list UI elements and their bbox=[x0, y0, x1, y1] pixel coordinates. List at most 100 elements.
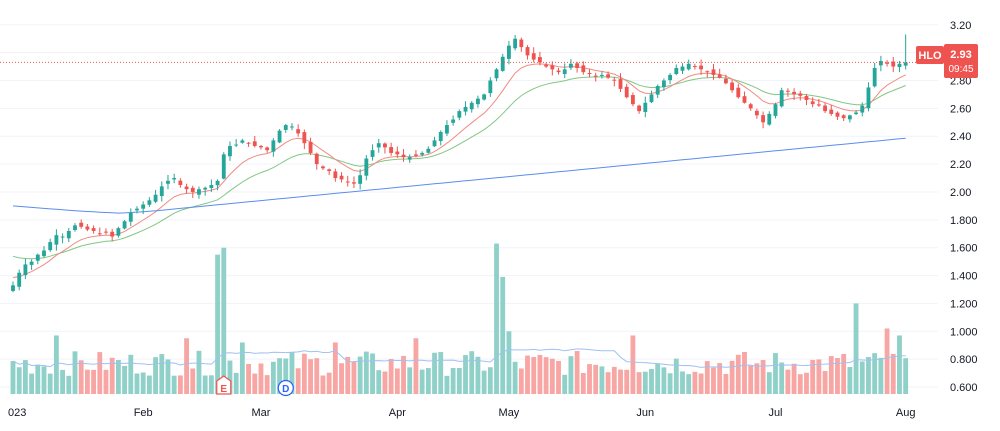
candle-body bbox=[680, 66, 685, 71]
volume-bar bbox=[227, 360, 233, 394]
ticker-label: HLO bbox=[918, 50, 942, 62]
volume-bar bbox=[897, 335, 902, 394]
y-tick-label: 3.20 bbox=[950, 20, 971, 32]
volume-bar bbox=[60, 369, 66, 394]
volume-bar bbox=[574, 351, 580, 394]
candle-body bbox=[364, 158, 369, 176]
candle-body bbox=[401, 154, 406, 158]
volume-bar bbox=[314, 358, 320, 394]
candle-body bbox=[97, 233, 102, 235]
volume-bar bbox=[332, 342, 338, 394]
time-axis[interactable]: 023 Feb Mar Apr May Jun Jul Aug bbox=[8, 407, 915, 419]
volume-bar bbox=[140, 372, 146, 394]
volume-bar bbox=[556, 360, 561, 394]
volume-bar bbox=[717, 363, 723, 394]
candle-body bbox=[135, 208, 139, 211]
candle-body bbox=[575, 63, 580, 68]
candle-body bbox=[903, 62, 908, 66]
candle-body bbox=[792, 91, 796, 95]
candle-body bbox=[277, 130, 282, 143]
y-tick-label: 1.200 bbox=[950, 298, 978, 310]
volume-bar bbox=[611, 366, 617, 394]
volume-bar bbox=[853, 303, 859, 394]
volume-bar bbox=[438, 352, 444, 394]
volume-bar bbox=[407, 367, 413, 394]
volume-bar bbox=[469, 351, 475, 394]
volume-bar bbox=[760, 360, 766, 394]
candle-body bbox=[736, 87, 741, 98]
candle-body bbox=[60, 236, 65, 238]
candle-body bbox=[593, 75, 598, 77]
volume-bar bbox=[97, 352, 103, 394]
volume-bar bbox=[742, 351, 747, 394]
candle-body bbox=[754, 110, 759, 116]
candle-body bbox=[110, 231, 115, 237]
volume-bar bbox=[692, 371, 698, 394]
volume-bar bbox=[29, 373, 35, 394]
volume-bar bbox=[729, 360, 735, 394]
candle-body bbox=[463, 106, 468, 112]
volume-bar bbox=[618, 369, 623, 394]
candle-body bbox=[866, 87, 871, 109]
candle-body bbox=[203, 187, 208, 190]
moving-averages bbox=[12, 63, 906, 278]
volume-bar bbox=[847, 366, 853, 394]
candle-body bbox=[296, 129, 301, 134]
candle-body bbox=[587, 73, 592, 75]
volume-bar bbox=[518, 368, 524, 394]
price-axis[interactable]: 3.203.002.802.602.402.202.001.8001.6001.… bbox=[950, 20, 978, 394]
volume-bar bbox=[810, 359, 816, 394]
volume-bar bbox=[326, 372, 332, 394]
volume-bar bbox=[277, 358, 282, 394]
volume-bar bbox=[456, 367, 462, 394]
candle-body bbox=[692, 66, 697, 68]
volume-bar bbox=[394, 368, 400, 394]
volume-bar bbox=[128, 354, 134, 394]
volume-bars bbox=[10, 243, 909, 394]
candle-body bbox=[891, 61, 896, 67]
candle-body bbox=[562, 69, 567, 75]
volume-bar bbox=[388, 358, 394, 394]
volume-bar bbox=[345, 356, 351, 394]
price-tag-bg bbox=[944, 44, 978, 78]
volume-bar bbox=[866, 357, 871, 394]
volume-bar bbox=[624, 369, 630, 394]
dividend-marker-label: D bbox=[282, 384, 289, 395]
candle-body bbox=[221, 154, 226, 179]
volume-bar bbox=[382, 371, 388, 394]
candle-body bbox=[711, 69, 716, 75]
candle-body bbox=[686, 63, 691, 70]
candle-body bbox=[556, 70, 561, 73]
candle-body bbox=[488, 80, 493, 94]
candle-body bbox=[376, 143, 381, 148]
volume-bar bbox=[822, 371, 828, 394]
candle-body bbox=[265, 147, 270, 151]
earnings-marker bbox=[216, 375, 232, 395]
y-tick-label: 2.40 bbox=[950, 131, 971, 143]
candle-body bbox=[513, 38, 518, 49]
candle-body bbox=[426, 148, 431, 153]
volume-bar bbox=[202, 375, 208, 394]
candle-body bbox=[259, 146, 263, 148]
candle-body bbox=[507, 45, 511, 59]
volume-bar bbox=[506, 331, 512, 394]
volume-bar bbox=[159, 354, 165, 394]
candle-body bbox=[432, 140, 437, 147]
volume-bar bbox=[10, 361, 16, 394]
volume-bar bbox=[649, 368, 654, 394]
candle-body bbox=[345, 181, 350, 183]
candle-body bbox=[85, 226, 90, 230]
candle-body bbox=[525, 47, 530, 56]
volume-bar bbox=[463, 355, 468, 394]
volume-bar bbox=[599, 366, 605, 394]
volume-bar bbox=[630, 335, 636, 394]
candle-body bbox=[11, 285, 15, 291]
candle-body bbox=[42, 250, 46, 257]
volume-bar bbox=[642, 371, 648, 394]
grid bbox=[0, 24, 938, 388]
x-tick-label: Mar bbox=[251, 407, 270, 419]
candle-body bbox=[438, 132, 443, 142]
volume-bar bbox=[568, 356, 574, 394]
earnings-marker-label: E bbox=[220, 384, 227, 395]
candle-body bbox=[482, 94, 487, 100]
